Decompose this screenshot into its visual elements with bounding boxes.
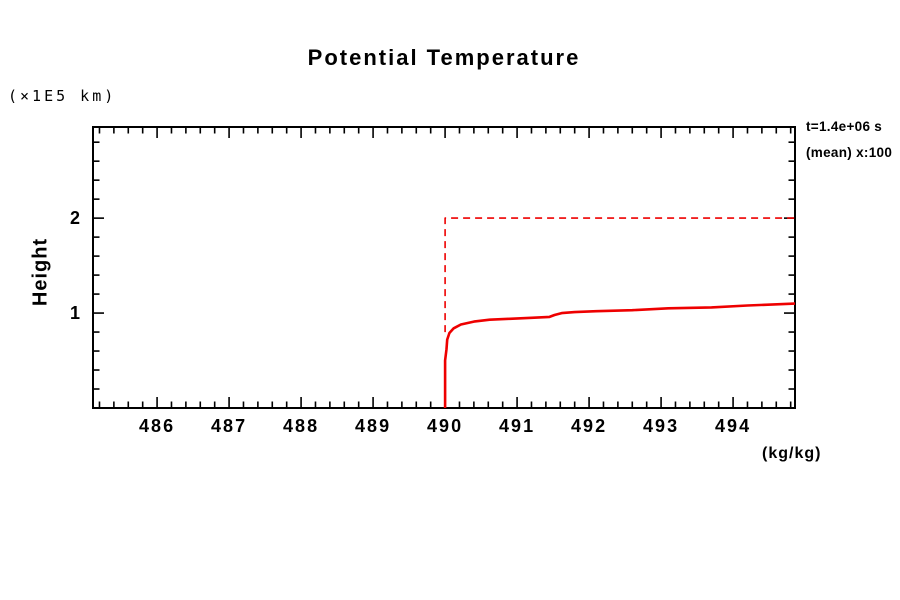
x-tick-label: 490 [427,416,463,436]
series-reference-profile-dashed [444,217,795,333]
y-tick-label: 1 [70,303,82,323]
x-tick-label: 491 [499,416,535,436]
annotation-block: t=1.4e+06 s (mean) x:100 [806,114,892,166]
x-axis-units-label: (kg/kg) [762,445,822,462]
chart-title: Potential Temperature [307,45,581,70]
x-tick-label: 487 [211,416,247,436]
y-axis-units-label: (×1E5 km) [8,87,117,105]
x-tick-label: 488 [283,416,319,436]
annotation-time: t=1.4e+06 s [806,119,883,134]
x-tick-label: 486 [139,416,175,436]
y-tick-label: 2 [70,208,82,228]
series-mean-profile-solid [443,302,796,408]
x-tick-label: 489 [355,416,391,436]
x-tick-label: 494 [715,416,751,436]
annotation-mean: (mean) x:100 [806,145,893,160]
x-tick-label: 493 [643,416,679,436]
x-tick-label: 492 [571,416,607,436]
